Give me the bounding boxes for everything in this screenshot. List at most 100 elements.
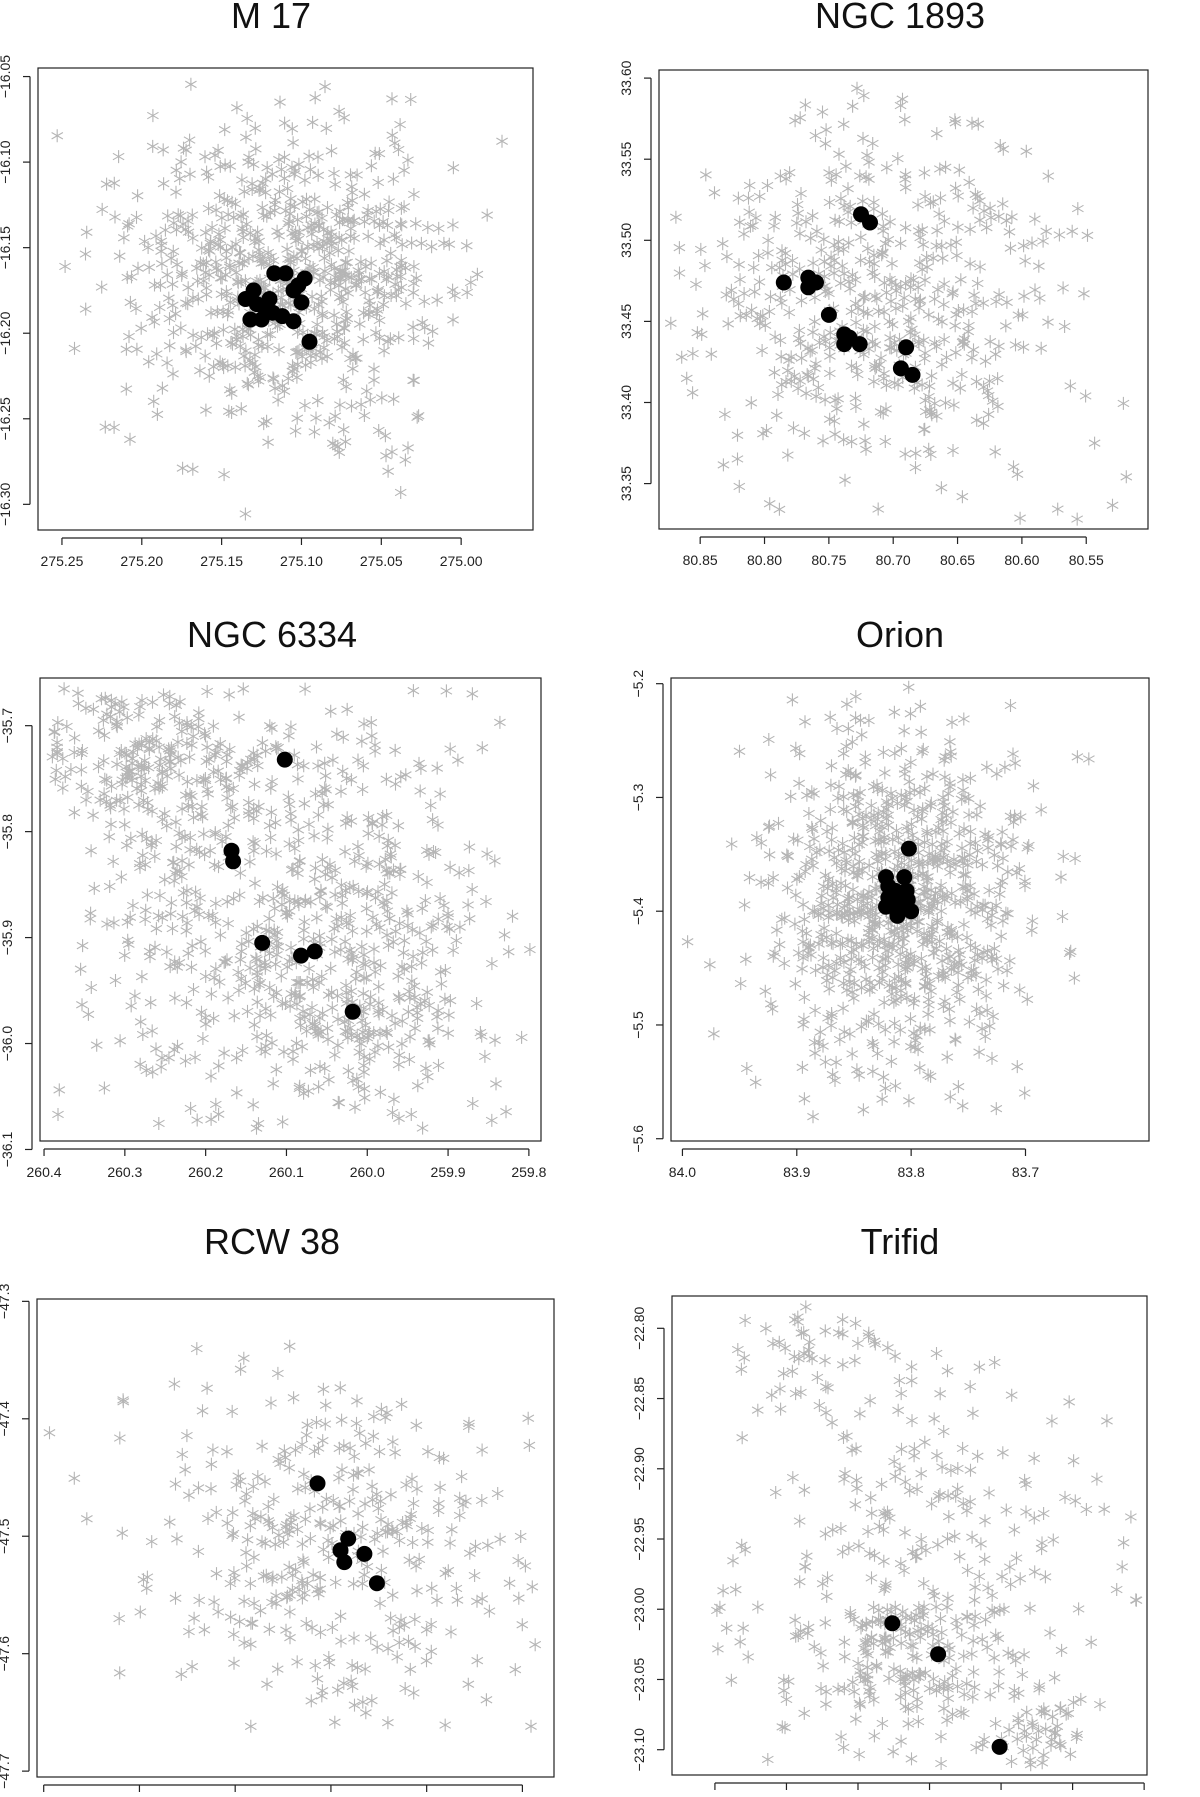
field-star-point: [146, 1024, 159, 1038]
field-star-point: [227, 1627, 240, 1641]
field-star-point: [1011, 1060, 1024, 1074]
field-star-point: [259, 744, 272, 758]
field-star-point: [199, 1017, 212, 1031]
field-stars: [664, 81, 1133, 526]
field-star-point: [411, 1482, 423, 1496]
field-star-point: [816, 105, 829, 119]
field-star-point: [464, 275, 477, 289]
field-star-point: [100, 177, 113, 191]
field-star-point: [825, 778, 837, 792]
field-star-point: [994, 139, 1007, 152]
field-star-point: [393, 1048, 406, 1062]
field-star-point: [165, 896, 178, 910]
field-star-point: [316, 1006, 329, 1020]
field-star-point: [185, 960, 198, 974]
field-star-point: [209, 148, 221, 162]
field-star-point: [263, 1622, 276, 1636]
field-star-point: [769, 1486, 782, 1499]
field-star-point: [849, 690, 862, 704]
field-star-point: [880, 286, 893, 300]
field-star-point: [176, 830, 189, 844]
field-star-point: [852, 1657, 865, 1670]
field-star-point: [300, 192, 313, 206]
field-star-point: [375, 1563, 388, 1577]
field-star-point: [301, 239, 314, 253]
field-star-point: [973, 1360, 986, 1374]
field-star-point: [413, 926, 426, 940]
field-star-point: [113, 747, 126, 760]
field-star-point: [453, 866, 466, 880]
field-stars: [46, 682, 536, 1135]
field-star-point: [475, 1029, 488, 1043]
field-star-point: [244, 1577, 257, 1591]
field-star-point: [315, 884, 327, 898]
field-star-point: [303, 818, 315, 831]
field-star-point: [278, 116, 291, 130]
field-star-point: [876, 207, 889, 221]
field-star-point: [792, 206, 805, 220]
field-star-point: [985, 211, 997, 224]
field-star-point: [1055, 1643, 1068, 1657]
field-star-point: [358, 187, 371, 201]
field-star-point: [875, 1477, 888, 1491]
member-star-point: [896, 869, 913, 886]
field-star-point: [425, 920, 438, 934]
field-star-point: [1037, 1507, 1050, 1520]
field-star-point: [806, 209, 819, 223]
field-star-point: [372, 1004, 385, 1018]
field-star-point: [787, 421, 800, 435]
field-star-point: [770, 923, 783, 937]
field-star-point: [970, 375, 983, 389]
field-star-point: [169, 1477, 182, 1491]
field-star-point: [954, 273, 967, 287]
field-star-point: [411, 1006, 424, 1020]
field-star-point: [357, 759, 370, 773]
field-star-point: [294, 976, 307, 989]
field-star-point: [1058, 320, 1071, 333]
field-star-point: [204, 234, 217, 248]
field-star-point: [848, 1685, 861, 1699]
field-star-point: [200, 256, 213, 270]
field-star-point: [848, 1354, 861, 1368]
field-star-point: [271, 224, 283, 238]
field-star-point: [925, 369, 938, 383]
field-star-point: [858, 960, 871, 974]
field-star-point: [686, 386, 699, 400]
field-star-point: [471, 267, 484, 281]
field-star-point: [958, 822, 970, 836]
field-star-point: [384, 1611, 397, 1625]
field-star-point: [120, 748, 133, 762]
field-star-point: [200, 754, 213, 768]
field-star-point: [249, 121, 262, 135]
field-star-point: [952, 189, 965, 203]
field-star-point: [269, 740, 282, 754]
field-star-point: [949, 181, 962, 195]
field-star-point: [415, 761, 427, 775]
field-star-point: [815, 897, 827, 910]
field-star-point: [306, 115, 319, 129]
field-star-point: [798, 426, 811, 440]
field-star-point: [819, 1055, 832, 1069]
field-star-point: [355, 398, 367, 412]
member-star-point: [356, 1545, 373, 1562]
field-star-point: [286, 364, 299, 378]
field-star-point: [442, 910, 454, 924]
field-star-point: [686, 347, 699, 361]
field-star-point: [842, 182, 854, 196]
field-star-point: [324, 283, 337, 297]
field-star-point: [279, 997, 292, 1010]
field-star-point: [740, 1062, 753, 1075]
field-star-point: [88, 881, 101, 895]
field-star-point: [242, 796, 255, 810]
field-star-point: [207, 765, 220, 779]
y-tick-label: −47.6: [0, 1636, 12, 1672]
field-star-point: [770, 408, 783, 422]
field-star-point: [211, 305, 224, 319]
field-star-point: [502, 945, 515, 959]
field-star-point: [180, 924, 193, 938]
field-star-point: [725, 1673, 738, 1687]
field-star-point: [434, 1480, 446, 1494]
field-star-point: [339, 935, 352, 949]
field-star-point: [888, 1016, 901, 1030]
field-star-point: [239, 1494, 251, 1508]
